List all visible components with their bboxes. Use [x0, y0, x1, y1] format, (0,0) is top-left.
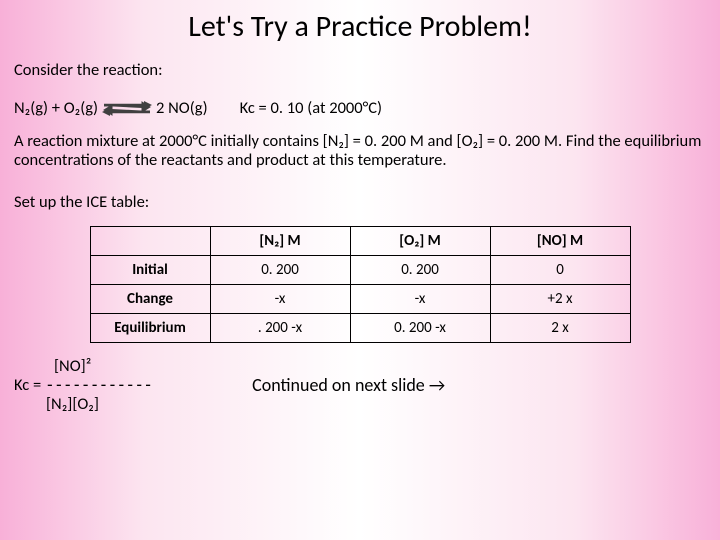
continued-text: Continued on next slide →	[252, 374, 445, 396]
table-cell: Change	[90, 284, 210, 313]
table-cell: 0. 200 -x	[350, 313, 490, 342]
table-header-cell: [NO] M	[490, 226, 630, 255]
table-cell: Equilibrium	[90, 313, 210, 342]
kc-numerator: [NO]²	[14, 357, 152, 376]
ice-table: [N₂] M [O₂] M [NO] M Initial 0. 200 0. 2…	[90, 226, 631, 343]
table-cell: -x	[350, 284, 490, 313]
table-header-row: [N₂] M [O₂] M [NO] M	[90, 226, 630, 255]
equation-right: 2 NO(g)	[156, 98, 208, 118]
table-header-cell	[90, 226, 210, 255]
equation-kc: Kc = 0. 10 (at 2000°C)	[240, 98, 382, 118]
table-cell: . 200 -x	[210, 313, 350, 342]
ice-table-label: Set up the ICE table:	[14, 192, 706, 212]
table-header-cell: [O₂] M	[350, 226, 490, 255]
table-row: Equilibrium . 200 -x 0. 200 -x 2 x	[90, 313, 630, 342]
page-title: Let's Try a Practice Problem!	[0, 0, 720, 51]
table-cell: 2 x	[490, 313, 630, 342]
table-cell: Initial	[90, 255, 210, 284]
kc-label: Kc =	[14, 375, 45, 395]
table-cell: -x	[210, 284, 350, 313]
table-row: Initial 0. 200 0. 200 0	[90, 255, 630, 284]
equation-left: N₂(g) + O₂(g)	[14, 98, 98, 118]
table-cell: 0	[490, 255, 630, 284]
table-row: Change -x -x +2 x	[90, 284, 630, 313]
equilibrium-arrows-icon	[102, 98, 152, 118]
table-header-cell: [N₂] M	[210, 226, 350, 255]
table-cell: +2 x	[490, 284, 630, 313]
kc-fraction-line: ------------	[45, 375, 152, 394]
problem-text: A reaction mixture at 2000°C initially c…	[14, 132, 706, 170]
table-cell: 0. 200	[210, 255, 350, 284]
kc-expression: [NO]² Kc = ------------ [N₂][O₂]	[14, 357, 152, 414]
intro-text: Consider the reaction:	[14, 61, 706, 80]
equation-row: N₂(g) + O₂(g) 2 NO(g) Kc = 0. 10 (at 200…	[14, 98, 706, 118]
kc-denominator: [N₂][O₂]	[14, 395, 152, 414]
table-cell: 0. 200	[350, 255, 490, 284]
